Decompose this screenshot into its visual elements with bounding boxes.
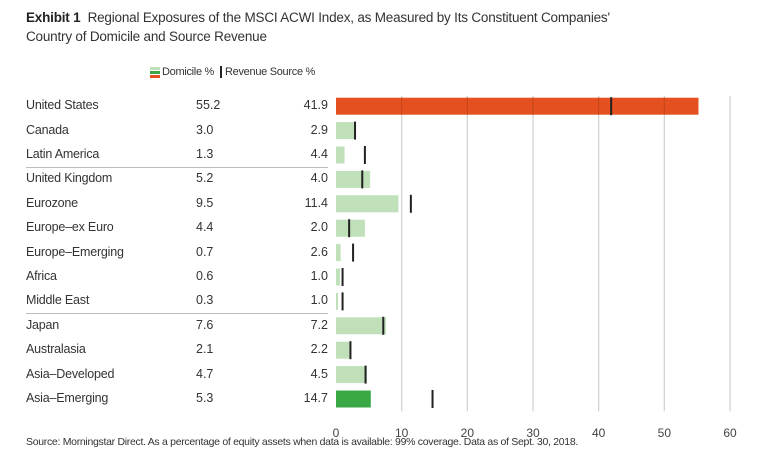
x-tick-label: 50: [658, 426, 672, 440]
domicile-bar: [336, 317, 386, 335]
group-separator: [26, 166, 328, 168]
revenue-tick: [354, 121, 357, 140]
revenue-value: 7.2: [310, 317, 328, 332]
domicile-value: 1.3: [196, 147, 214, 161]
x-tick-label: 30: [526, 426, 540, 440]
domicile-bar: [336, 268, 340, 286]
revenue-tick: [431, 390, 434, 408]
legend-revenue-tick: [220, 66, 223, 78]
domicile-value: 5.3: [196, 391, 214, 405]
revenue-tick: [409, 194, 412, 213]
domicile-bar: [336, 390, 371, 408]
row-label: United States: [26, 98, 99, 113]
row-label: Europe–ex Euro: [26, 220, 114, 235]
legend-domicile-swatch: [150, 66, 160, 78]
row-label: Eurozone: [26, 195, 78, 210]
domicile-bar: [336, 97, 699, 115]
revenue-value: 2.0: [310, 220, 328, 235]
row-label: Latin America: [26, 147, 100, 161]
revenue-value: 2.2: [310, 342, 328, 357]
legend-revenue-label: Revenue Source %: [225, 66, 315, 78]
x-tick-label: 0: [333, 426, 340, 440]
revenue-tick: [361, 170, 364, 189]
revenue-value: 2.6: [310, 244, 328, 259]
row-label: Europe–Emerging: [26, 244, 124, 259]
title-line-2: Country of Domicile and Source Revenue: [26, 29, 267, 44]
revenue-value: 14.7: [303, 391, 328, 405]
chart-legend: Domicile % Revenue Source %: [150, 66, 315, 78]
domicile-bar: [336, 146, 345, 164]
revenue-value: 4.4: [310, 147, 328, 161]
x-tick-label: 10: [395, 426, 409, 440]
revenue-tick: [348, 219, 351, 238]
group-separator: [26, 313, 328, 315]
domicile-bar: [336, 292, 338, 310]
revenue-tick: [363, 146, 366, 164]
domicile-value: 4.7: [196, 366, 214, 381]
revenue-value: 1.0: [310, 269, 328, 283]
exhibit-label: Exhibit 1: [26, 10, 81, 25]
domicile-bar: [336, 219, 365, 237]
domicile-value: 7.6: [196, 317, 214, 332]
revenue-tick: [364, 365, 367, 384]
revenue-tick: [341, 292, 344, 311]
revenue-tick: [352, 243, 355, 262]
title-line-1: Regional Exposures of the MSCI ACWI Inde…: [87, 10, 610, 25]
x-tick-label: 60: [723, 426, 737, 440]
row-label: Canada: [26, 122, 69, 137]
legend-domicile-label: Domicile %: [162, 66, 215, 78]
chart-title: Exhibit 1 Regional Exposures of the MSCI…: [26, 8, 610, 46]
domicile-bar: [336, 122, 356, 140]
domicile-bar: [336, 341, 350, 359]
row-label: United Kingdom: [26, 171, 113, 186]
domicile-value: 4.4: [196, 220, 214, 235]
domicile-value: 3.0: [196, 122, 214, 137]
domicile-value: 0.3: [196, 293, 214, 308]
revenue-tick: [341, 268, 344, 286]
row-label: Asia–Emerging: [26, 391, 109, 405]
domicile-bar: [336, 366, 367, 384]
row-label: Africa: [26, 269, 57, 283]
domicile-value: 2.1: [196, 342, 214, 357]
row-label: Australasia: [26, 342, 86, 357]
domicile-value: 0.6: [196, 269, 214, 283]
revenue-tick: [349, 341, 352, 360]
row-label: Asia–Developed: [26, 366, 115, 381]
row-label: Middle East: [26, 293, 90, 308]
domicile-value: 55.2: [196, 98, 221, 113]
x-tick-label: 40: [592, 426, 606, 440]
domicile-bar: [336, 170, 371, 188]
domicile-value: 9.5: [196, 195, 214, 210]
revenue-value: 1.0: [310, 293, 328, 308]
revenue-value: 11.4: [304, 195, 328, 210]
revenue-value: 4.0: [310, 171, 328, 186]
domicile-value: 0.7: [196, 244, 214, 259]
revenue-tick: [382, 316, 385, 335]
row-label: Japan: [26, 317, 60, 332]
x-tick-label: 20: [461, 426, 475, 440]
revenue-value: 41.9: [303, 98, 328, 113]
domicile-value: 5.2: [196, 171, 214, 186]
revenue-tick: [610, 97, 613, 116]
revenue-value: 2.9: [310, 122, 328, 137]
domicile-bar: [336, 195, 399, 213]
revenue-value: 4.5: [310, 366, 328, 381]
domicile-bar: [336, 244, 341, 262]
source-note: Source: Morningstar Direct. As a percent…: [26, 436, 579, 448]
